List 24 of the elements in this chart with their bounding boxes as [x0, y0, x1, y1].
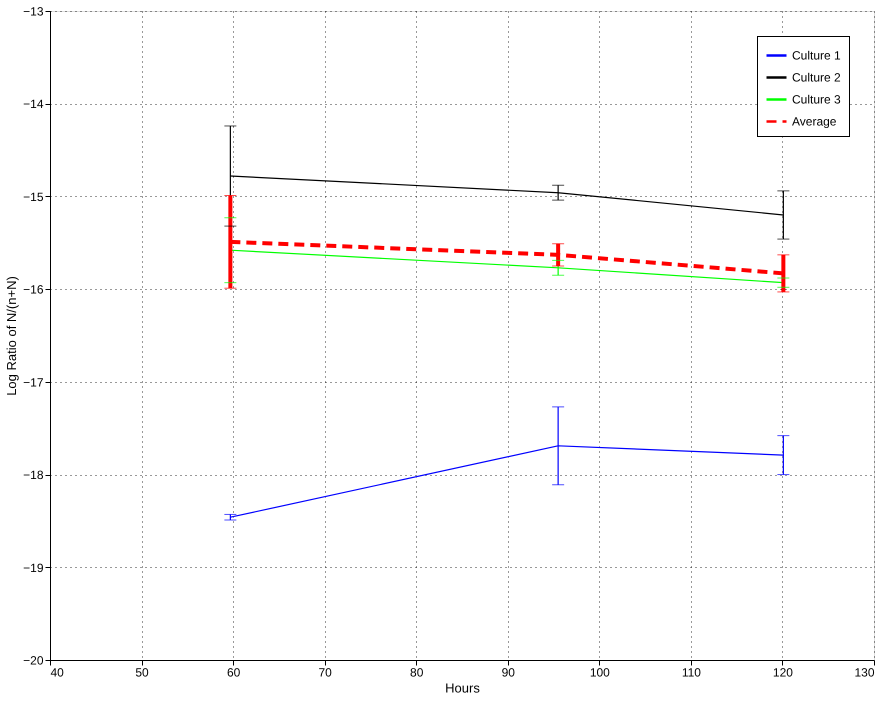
y-tick-label: −15 — [23, 190, 44, 204]
x-tick-label: 110 — [682, 666, 702, 680]
y-axis-title: Log Ratio of N/(n+N) — [4, 276, 20, 396]
y-tick-label: −20 — [23, 654, 44, 668]
y-tick-label: −14 — [23, 97, 44, 112]
x-tick-label: 100 — [590, 666, 610, 680]
y-tick-label: −17 — [23, 375, 44, 390]
x-tick-label: 120 — [772, 666, 794, 680]
y-tick-label: −18 — [23, 468, 44, 482]
x-tick-label: 60 — [226, 666, 241, 680]
legend-label: Culture 1 — [792, 48, 842, 62]
x-tick-label: 50 — [135, 666, 150, 680]
legend-label: Culture 2 — [792, 70, 842, 84]
y-tick-label: −16 — [23, 282, 44, 297]
legend-label: Average — [792, 114, 837, 128]
x-tick-label: 70 — [318, 666, 332, 680]
x-tick-label: 130 — [854, 666, 875, 680]
x-tick-label: 40 — [50, 666, 64, 680]
y-tick-label: −13 — [23, 4, 44, 18]
y-tick-label: −19 — [23, 560, 44, 575]
x-axis-title: Hours — [445, 680, 480, 696]
legend-label: Culture 3 — [792, 92, 842, 106]
x-tick-label: 80 — [410, 666, 424, 680]
x-tick-label: 90 — [502, 666, 516, 680]
